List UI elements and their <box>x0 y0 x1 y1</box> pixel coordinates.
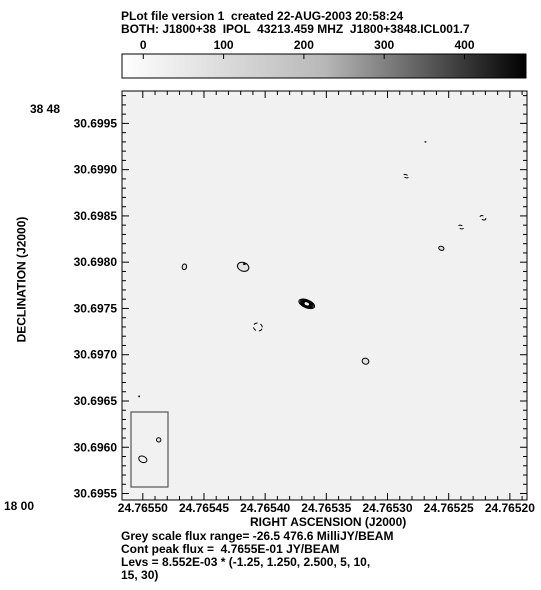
beam-shape <box>138 455 148 464</box>
header-line-2: BOTH: J1800+38 IPOL 43213.459 MHZ J1800+… <box>121 22 470 36</box>
footer-levels-cont: 15, 30) <box>121 568 159 582</box>
y-axis-ticks <box>122 95 527 495</box>
y-axis-prefix: 38 48 <box>30 102 61 116</box>
colorbar-tick-label: 100 <box>214 38 234 52</box>
colorbar-tick-label: 300 <box>374 38 394 52</box>
footer-peak-flux: Cont peak flux = 4.7655E-01 JY/BEAM <box>121 542 340 556</box>
core-contour <box>299 299 314 309</box>
positive-contour <box>138 395 140 398</box>
colorbar <box>121 53 527 79</box>
y-axis-label: DECLINATION (J2000) <box>14 216 29 343</box>
x-axis-prefix: 18 00 <box>4 499 35 513</box>
core-contour <box>298 298 316 310</box>
colorbar-tick-label: 200 <box>294 38 314 52</box>
beam-ellipse <box>138 455 148 464</box>
y-tick-label: 30.6995 <box>74 116 118 130</box>
x-axis-ticks <box>142 91 523 500</box>
negative-contour <box>252 322 263 332</box>
core-contour <box>300 299 313 308</box>
beam-box <box>130 411 169 488</box>
header-line-1: PLot file version 1 created 22-AUG-2003 … <box>121 9 404 23</box>
positive-contour <box>361 357 370 365</box>
y-axis-tick-labels: 30.6995 30.6990 30.6985 30.6980 30.6975 30.69… <box>74 116 118 500</box>
colorbar-tick-label: 0 <box>140 38 147 52</box>
x-tick-label: 24.76545 <box>179 501 229 515</box>
positive-contour <box>438 245 445 251</box>
contour-layer <box>138 141 487 443</box>
x-tick-label: 24.76525 <box>424 501 474 515</box>
negative-contour <box>402 173 409 179</box>
footer-levels: Levs = 8.552E-03 * (-1.25, 1.250, 2.500,… <box>121 555 371 569</box>
y-tick-label: 30.6955 <box>74 487 118 501</box>
colorbar-tick-label: 400 <box>454 38 474 52</box>
colorbar-tick-labels: 0 100 200 300 400 <box>140 38 475 52</box>
y-tick-label: 30.6965 <box>74 394 118 408</box>
x-tick-label: 24.76540 <box>240 501 290 515</box>
negative-contour <box>479 215 487 221</box>
core-peak-contour <box>304 302 309 306</box>
x-tick-label: 24.76530 <box>362 501 412 515</box>
x-axis-tick-labels: 24.76550 24.76545 24.76540 24.76535 24.76530… <box>118 501 535 515</box>
y-tick-label: 30.6970 <box>74 348 118 362</box>
positive-contour <box>236 261 250 272</box>
positive-contour <box>156 437 162 443</box>
plot-frame <box>121 90 528 501</box>
y-tick-label: 30.6985 <box>74 209 118 223</box>
x-tick-label: 24.76550 <box>118 501 168 515</box>
y-tick-label: 30.6990 <box>74 163 118 177</box>
x-axis-label: RIGHT ASCENSION (J2000) <box>250 515 407 529</box>
y-tick-label: 30.6980 <box>74 255 118 269</box>
colorbar-ticks <box>142 54 465 59</box>
x-tick-label: 24.76535 <box>301 501 351 515</box>
negative-contour <box>457 224 465 230</box>
core-contour <box>302 301 311 307</box>
y-tick-label: 30.6975 <box>74 301 118 315</box>
positive-contour <box>181 263 188 271</box>
footer-greyscale-range: Grey scale flux range= -26.5 476.6 Milli… <box>121 529 394 543</box>
positive-contour <box>242 263 246 265</box>
y-tick-label: 30.6960 <box>74 440 118 454</box>
core-contour <box>301 300 312 308</box>
x-tick-label: 24.76520 <box>485 501 535 515</box>
